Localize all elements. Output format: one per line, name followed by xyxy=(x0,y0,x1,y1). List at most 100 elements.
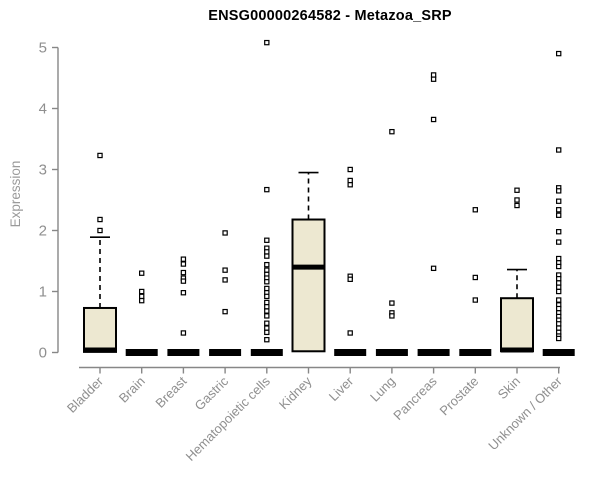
outlier-point-unknown-other xyxy=(555,284,562,290)
outlier-point-gastric xyxy=(222,277,228,283)
outlier-point-bladder xyxy=(97,227,103,234)
outlier-point-unknown-other xyxy=(555,335,562,342)
outlier-point-brain xyxy=(139,288,145,295)
x-category-label-lung: Lung xyxy=(367,374,398,405)
outlier-point-pancreas xyxy=(430,72,437,78)
outlier-point-hematopoietic-cells xyxy=(264,293,270,300)
outlier-point-liver xyxy=(347,182,353,188)
outlier-point-unknown-other xyxy=(555,321,562,327)
outlier-point-unknown-other xyxy=(555,239,562,245)
x-category-label-prostate: Prostate xyxy=(437,374,482,419)
outlier-point-breast xyxy=(180,330,187,336)
collapsed-box-lung xyxy=(375,349,408,356)
outlier-point-unknown-other xyxy=(555,198,562,204)
outlier-point-breast xyxy=(180,269,187,276)
outlier-point-unknown-other xyxy=(555,280,562,286)
outlier-point-bladder xyxy=(97,216,103,223)
outlier-point-unknown-other xyxy=(555,325,562,331)
chart-title: ENSG00000264582 - Metazoa_SRP xyxy=(208,8,452,24)
outlier-point-unknown-other xyxy=(555,275,562,282)
box-kidney xyxy=(291,218,326,353)
outlier-point-gastric xyxy=(222,230,228,236)
x-category-label-bladder: Bladder xyxy=(64,373,107,416)
y-tick-label: 5 xyxy=(39,40,47,57)
outlier-point-gastric xyxy=(222,308,228,315)
outlier-point-liver xyxy=(347,276,353,283)
outlier-point-liver xyxy=(347,330,353,336)
outlier-point-breast xyxy=(180,278,187,284)
y-tick-label: 1 xyxy=(39,284,47,301)
outlier-point-brain xyxy=(139,293,145,300)
outlier-point-hematopoietic-cells xyxy=(264,313,270,319)
outlier-point-skin xyxy=(514,187,520,193)
outlier-point-unknown-other xyxy=(555,255,562,262)
outlier-point-liver xyxy=(347,166,353,173)
x-category-label-brain: Brain xyxy=(116,374,148,406)
collapsed-box-breast xyxy=(167,349,200,356)
outlier-point-breast xyxy=(180,261,187,267)
x-category-label-liver: Liver xyxy=(326,373,357,404)
x-category-label-gastric: Gastric xyxy=(192,373,232,413)
outlier-point-unknown-other xyxy=(555,50,562,57)
y-tick-label: 4 xyxy=(39,101,47,118)
outlier-point-hematopoietic-cells xyxy=(264,39,270,46)
collapsed-box-unknown-other xyxy=(542,349,575,356)
outlier-point-hematopoietic-cells xyxy=(264,336,270,343)
outlier-point-lung xyxy=(389,128,395,135)
box-skin xyxy=(500,297,534,353)
x-category-label-unknown-other: Unknown / Other xyxy=(485,373,565,453)
outlier-point-unknown-other xyxy=(555,147,562,153)
x-category-label-skin: Skin xyxy=(495,374,523,402)
outlier-point-hematopoietic-cells xyxy=(264,267,270,273)
outlier-point-hematopoietic-cells xyxy=(264,186,270,193)
outlier-point-bladder xyxy=(97,152,103,159)
outlier-point-hematopoietic-cells xyxy=(264,325,270,331)
x-category-label-pancreas: Pancreas xyxy=(390,373,440,423)
outlier-point-hematopoietic-cells xyxy=(264,299,270,306)
outlier-point-prostate xyxy=(472,207,479,213)
box-bladder xyxy=(83,306,117,353)
x-category-label-breast: Breast xyxy=(152,373,189,410)
outlier-point-skin xyxy=(514,197,520,203)
outlier-point-pancreas xyxy=(430,116,437,123)
outlier-point-liver xyxy=(347,177,353,184)
outlier-point-hematopoietic-cells xyxy=(264,249,270,255)
collapsed-box-prostate xyxy=(459,349,492,356)
outlier-point-unknown-other xyxy=(555,229,562,235)
outlier-point-prostate xyxy=(472,297,479,303)
outlier-point-unknown-other xyxy=(555,212,562,218)
collapsed-box-hematopoietic-cells xyxy=(250,349,283,356)
outlier-point-hematopoietic-cells xyxy=(264,261,270,268)
outlier-point-prostate xyxy=(472,274,479,281)
outlier-point-lung xyxy=(389,313,395,319)
outlier-point-unknown-other xyxy=(555,288,562,295)
outlier-point-breast xyxy=(180,290,187,296)
outlier-point-hematopoietic-cells xyxy=(264,253,270,259)
outlier-point-unknown-other xyxy=(555,207,562,213)
outlier-point-unknown-other xyxy=(555,297,562,303)
collapsed-box-pancreas xyxy=(417,349,450,356)
y-tick-label: 2 xyxy=(39,223,47,240)
outlier-point-hematopoietic-cells xyxy=(264,320,270,326)
y-tick-label: 3 xyxy=(39,162,47,179)
y-tick-label: 0 xyxy=(39,345,47,362)
outlier-point-lung xyxy=(389,300,395,306)
outlier-point-pancreas xyxy=(430,76,437,82)
collapsed-box-brain xyxy=(125,349,158,356)
outlier-point-unknown-other xyxy=(555,305,562,312)
outlier-point-unknown-other xyxy=(555,263,562,270)
outlier-point-hematopoietic-cells xyxy=(264,308,270,314)
outlier-point-gastric xyxy=(222,267,228,273)
outlier-point-hematopoietic-cells xyxy=(264,279,270,285)
outlier-point-hematopoietic-cells xyxy=(264,329,270,336)
x-category-label-kidney: Kidney xyxy=(276,373,315,412)
outlier-point-brain xyxy=(139,270,145,276)
outlier-point-hematopoietic-cells xyxy=(264,285,270,292)
outlier-point-hematopoietic-cells xyxy=(264,304,270,310)
outlier-point-hematopoietic-cells xyxy=(264,237,270,243)
outlier-point-skin xyxy=(514,202,520,209)
outlier-point-pancreas xyxy=(430,265,437,272)
collapsed-box-gastric xyxy=(209,349,242,356)
